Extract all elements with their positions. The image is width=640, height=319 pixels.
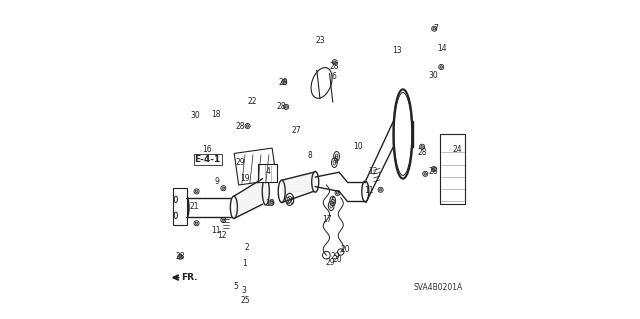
Text: E-4-1: E-4-1: [195, 155, 221, 164]
Bar: [234, 148, 276, 185]
Text: 22: 22: [247, 97, 257, 106]
Text: 3: 3: [242, 286, 246, 295]
Text: 26: 26: [285, 197, 295, 206]
Bar: [440, 134, 465, 204]
Circle shape: [440, 66, 442, 68]
Text: 27: 27: [291, 126, 301, 135]
Text: 12: 12: [217, 231, 227, 240]
Text: 12: 12: [369, 167, 378, 176]
Text: 28: 28: [175, 252, 185, 261]
Text: 25: 25: [241, 296, 250, 305]
Text: 5: 5: [333, 156, 338, 165]
Text: 16: 16: [202, 145, 212, 154]
Text: 28: 28: [279, 78, 289, 87]
Text: 28: 28: [418, 148, 428, 157]
Text: 2: 2: [245, 243, 250, 252]
Text: 5: 5: [234, 282, 239, 291]
Circle shape: [380, 189, 382, 191]
Text: 29: 29: [236, 158, 245, 167]
Bar: [258, 164, 277, 182]
Text: 28: 28: [330, 62, 339, 71]
Circle shape: [285, 106, 287, 108]
Circle shape: [222, 219, 225, 221]
Text: 7: 7: [433, 24, 438, 33]
Circle shape: [433, 27, 435, 30]
Text: 4: 4: [266, 167, 271, 176]
Text: 8: 8: [307, 151, 312, 160]
Circle shape: [195, 190, 198, 193]
Text: 17: 17: [322, 215, 332, 224]
Circle shape: [179, 256, 182, 258]
Circle shape: [433, 168, 435, 170]
Circle shape: [222, 187, 225, 189]
Text: 21: 21: [189, 202, 199, 211]
Text: 30: 30: [190, 111, 200, 120]
Circle shape: [270, 201, 273, 204]
Circle shape: [195, 222, 198, 225]
Text: 13: 13: [392, 46, 402, 55]
Bar: [173, 188, 187, 225]
Circle shape: [421, 145, 423, 148]
Text: 11: 11: [364, 186, 373, 195]
Text: 29: 29: [325, 258, 335, 267]
Text: 9: 9: [214, 177, 219, 186]
Text: 6: 6: [332, 72, 336, 81]
Text: 20: 20: [333, 255, 342, 263]
Text: 18: 18: [212, 110, 221, 119]
Text: 20: 20: [340, 245, 350, 254]
Text: 28: 28: [429, 167, 438, 176]
Text: 28: 28: [236, 122, 245, 131]
Text: 5: 5: [330, 197, 335, 206]
Text: 24: 24: [452, 145, 461, 154]
Text: FR.: FR.: [181, 273, 198, 282]
Text: 28: 28: [276, 102, 286, 111]
Text: 11: 11: [211, 226, 221, 235]
Text: 10: 10: [353, 142, 363, 151]
Circle shape: [283, 81, 285, 83]
Text: 23: 23: [316, 36, 325, 45]
Text: 14: 14: [438, 44, 447, 53]
Text: 19: 19: [240, 174, 250, 182]
Text: 29: 29: [330, 252, 340, 261]
Circle shape: [333, 61, 336, 63]
Text: 30: 30: [429, 71, 438, 80]
Text: SVA4B0201A: SVA4B0201A: [413, 283, 463, 292]
Text: 15: 15: [265, 199, 275, 208]
Circle shape: [424, 173, 426, 175]
Circle shape: [336, 192, 339, 194]
Circle shape: [246, 125, 249, 127]
Text: 1: 1: [243, 259, 248, 268]
